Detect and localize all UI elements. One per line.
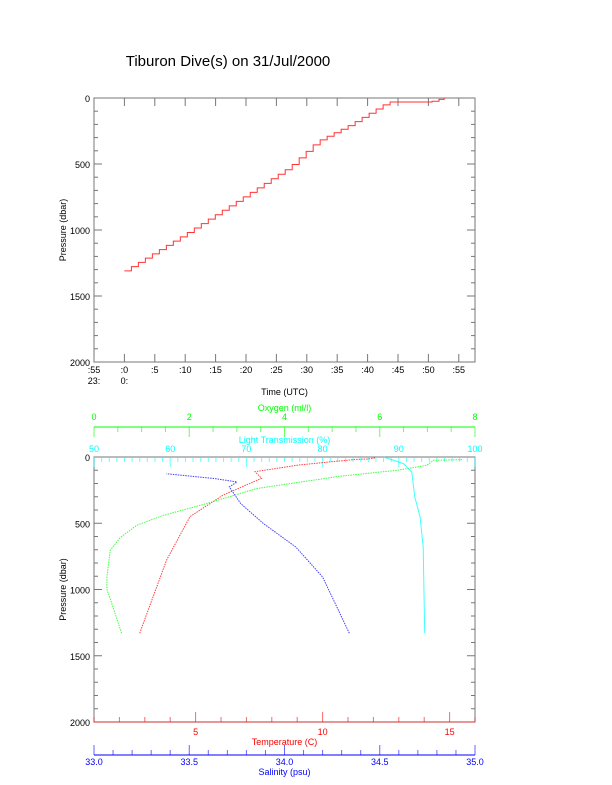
oxygen-tick-label: 6 [377,412,382,422]
y-tick-label: 0 [85,94,90,104]
y-tick-label: 1500 [70,652,90,662]
salinity-profile [166,473,350,634]
light_transmission-tick-label: 50 [89,444,99,454]
temperature-tick-label: 15 [445,727,455,737]
temperature-tick-label: 5 [193,727,198,737]
x-axis-label: Time (UTC) [261,387,308,397]
x-tick-sublabel: 0: [121,376,129,386]
x-tick-label: :20 [240,365,253,375]
salinity-tick-label: 34.5 [371,757,389,767]
y-tick-label: 1500 [70,292,90,302]
salinity-tick-label: 33.5 [180,757,198,767]
salinity-tick-label: 35.0 [466,757,484,767]
y-tick-label: 1000 [70,226,90,236]
y-tick-label: 2000 [70,358,90,368]
light_transmission-profile [383,456,426,634]
x-tick-label: :45 [392,365,405,375]
salinity-tick-label: 34.0 [276,757,294,767]
y-axis-label: Pressure (dbar) [58,558,68,621]
x-tick-label: :55 [88,365,101,375]
y-tick-label: 1000 [70,586,90,596]
y-tick-label: 500 [75,519,90,529]
light_transmission-axis-label: Light Transmission (%) [239,435,331,445]
y-axis-label: Pressure (dbar) [58,199,68,262]
light_transmission-tick-label: 90 [394,444,404,454]
temperature-axis-label: Temperature (C) [252,737,318,747]
dive-track-plot: 0500100015002000:5523::00::5:10:15:20:25… [58,94,476,397]
x-tick-sublabel: 23: [88,376,101,386]
x-tick-label: :15 [209,365,222,375]
oxygen-axis-label: Oxygen (ml/l) [258,403,312,413]
y-tick-label: 0 [85,453,90,463]
oxygen-tick-label: 4 [282,412,287,422]
profile-plot: 0 500 1000 1500 2000 Pressure (dbar) 0 2 4 6 8 Oxyg… [58,403,484,777]
x-tick-label: :40 [361,365,374,375]
temperature-profile [139,457,376,634]
oxygen-tick-label: 8 [472,412,477,422]
x-tick-label: :30 [301,365,314,375]
dive-track-line [124,98,445,272]
salinity-tick-label: 33.0 [85,757,103,767]
x-tick-label: :55 [453,365,466,375]
oxygen-tick-label: 2 [187,412,192,422]
light_transmission-tick-label: 60 [165,444,175,454]
y-tick-label: 500 [75,160,90,170]
plot-frame [93,97,476,363]
light_transmission-tick-label: 80 [318,444,328,454]
plot-frame [93,456,476,723]
x-tick-label: :25 [270,365,283,375]
x-tick-label: :5 [151,365,159,375]
oxygen-profile [106,459,464,634]
oxygen-tick-label: 0 [91,412,96,422]
x-tick-label: :10 [179,365,192,375]
salinity-axis-label: Salinity (psu) [258,767,310,777]
y-tick-label: 2000 [70,718,90,728]
x-tick-label: :0 [121,365,129,375]
light_transmission-tick-label: 70 [241,444,251,454]
x-tick-label: :35 [331,365,344,375]
light_transmission-tick-label: 100 [467,444,482,454]
x-tick-label: :50 [422,365,435,375]
temperature-tick-label: 10 [318,727,328,737]
figure-title: Tiburon Dive(s) on 31/Jul/2000 [126,53,331,70]
